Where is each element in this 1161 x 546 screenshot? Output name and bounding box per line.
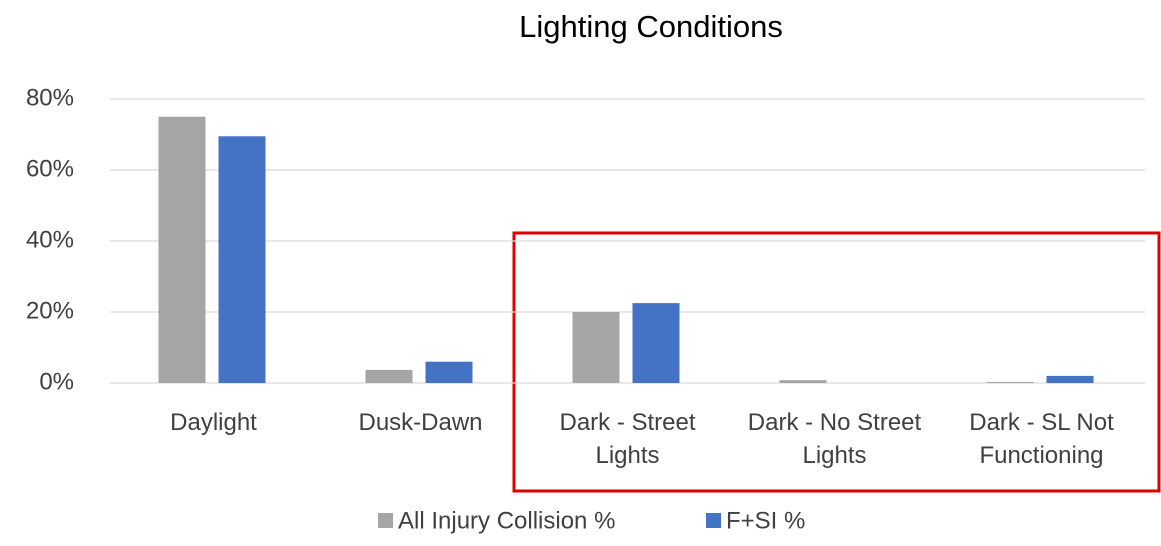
y-tick-label: 80% (26, 84, 74, 111)
y-tick-label: 40% (26, 226, 74, 253)
x-tick-label: Dark - SL Not Functioning (969, 409, 1114, 469)
y-tick-label: 60% (26, 155, 74, 182)
bar (632, 303, 680, 383)
grid (110, 98, 1145, 384)
bar (365, 369, 413, 383)
y-tick-label: 0% (39, 368, 74, 395)
highlight-box (512, 231, 1161, 493)
x-tick-label: Dark - Street Lights (559, 409, 696, 469)
bar (158, 116, 206, 383)
bar (986, 381, 1034, 383)
x-tick-label: Daylight (170, 409, 257, 436)
y-tick-label: 20% (26, 297, 74, 324)
bar (1046, 375, 1094, 383)
bar (572, 312, 620, 383)
x-tick-label: Dark - No Street Lights (747, 409, 922, 469)
bar (779, 380, 827, 383)
legend-label: All Injury Collision % (398, 507, 615, 534)
legend-label: F+SI % (726, 507, 805, 534)
chart-title: Lighting Conditions (519, 9, 783, 44)
legend-swatch (706, 513, 721, 528)
bar (425, 361, 473, 383)
legend-swatch (378, 513, 393, 528)
x-tick-label: Dusk-Dawn (358, 409, 483, 436)
bar (218, 136, 266, 383)
